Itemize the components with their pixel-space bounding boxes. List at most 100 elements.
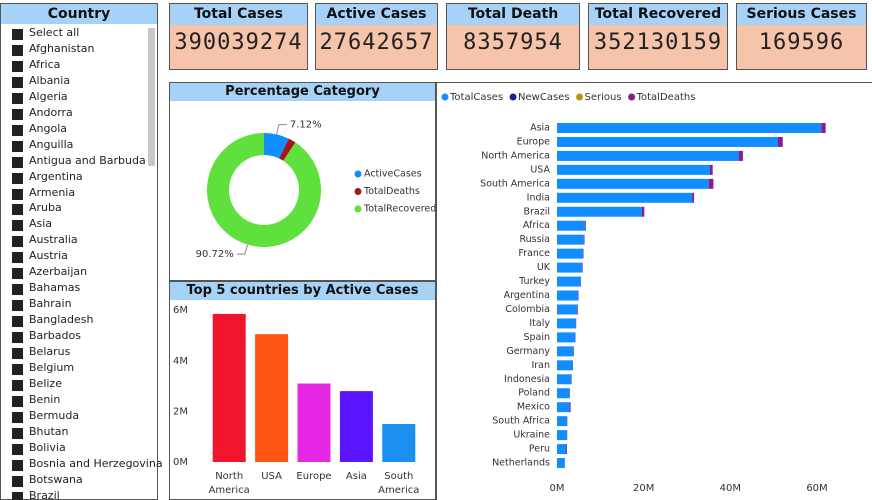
slicer-item[interactable]: Belgium [29, 360, 75, 374]
card-title: Total Death [447, 4, 579, 25]
checkbox[interactable] [12, 411, 23, 423]
bar-segment [557, 136, 778, 147]
card-title: Active Cases [316, 4, 437, 25]
slicer-item[interactable]: Austria [29, 249, 68, 263]
card-value: 8357954 [463, 30, 563, 55]
y-tick-label: Spain [523, 332, 550, 343]
slicer-item[interactable]: Bhutan [29, 424, 69, 438]
slicer-item[interactable]: Brazil [29, 488, 60, 500]
checkbox[interactable] [12, 172, 23, 184]
slicer-item[interactable]: Aruba [29, 201, 62, 215]
bar-segment [557, 332, 576, 343]
bar-segment [585, 220, 586, 231]
slicer-item[interactable]: Armenia [29, 185, 76, 199]
checkbox[interactable] [12, 29, 23, 40]
bar-segment [709, 164, 713, 175]
bar-segment [557, 248, 583, 259]
slicer-item[interactable]: Afghanistan [29, 41, 95, 55]
bar-segment [569, 402, 571, 413]
slicer-item[interactable]: Argentina [29, 169, 83, 183]
slicer-item[interactable]: Belarus [29, 345, 71, 358]
slicer-item[interactable]: Albania [29, 73, 71, 87]
slicer-item[interactable]: Bahrain [29, 297, 72, 311]
checkbox[interactable] [12, 316, 23, 328]
bar [255, 334, 289, 462]
checkbox[interactable] [12, 252, 23, 264]
y-tick-label: Germany [506, 346, 550, 357]
bar-segment [778, 136, 783, 147]
checkbox[interactable] [12, 443, 23, 455]
slicer-item[interactable]: Algeria [29, 89, 68, 103]
slicer-item[interactable]: Bosnia and Herzegovina [29, 456, 163, 470]
bar-segment [557, 164, 710, 175]
slicer-item[interactable]: Barbados [29, 329, 81, 343]
slicer-item[interactable]: Angola [29, 121, 68, 135]
checkbox[interactable] [12, 379, 23, 391]
checkbox[interactable] [12, 124, 23, 136]
bar-segment [557, 262, 583, 273]
data-label: 90.72% [196, 249, 234, 260]
y-tick-label: Mexico [517, 402, 550, 413]
y-tick-label: Argentina [504, 290, 550, 301]
checkbox[interactable] [12, 156, 23, 168]
card-value: 27642657 [319, 30, 434, 55]
bar-segment [557, 360, 573, 371]
y-tick-label: Europe [517, 136, 551, 147]
checkbox[interactable] [12, 108, 23, 120]
bar-segment [557, 458, 565, 469]
slicer-item[interactable]: Benin [29, 392, 61, 406]
y-tick-label: Iran [531, 360, 550, 371]
bar [297, 383, 331, 462]
slicer-item[interactable]: Belize [29, 376, 62, 390]
bar-segment [557, 178, 709, 189]
checkbox[interactable] [12, 188, 23, 200]
slicer-item[interactable]: Bolivia [29, 440, 66, 454]
slicer-item[interactable]: Anguilla [29, 137, 74, 151]
slicer-item[interactable]: Select all [29, 26, 80, 39]
slicer-item[interactable]: Botswana [29, 472, 83, 486]
checkbox[interactable] [12, 363, 23, 375]
slicer-item[interactable]: Azerbaijan [29, 265, 88, 279]
checkbox[interactable] [12, 204, 23, 216]
legend-marker [354, 205, 362, 213]
checkbox[interactable] [12, 76, 23, 88]
checkbox[interactable] [12, 140, 23, 152]
slicer-item[interactable]: Bangladesh [29, 313, 94, 327]
y-tick-label: USA [530, 164, 550, 175]
slicer-item[interactable]: Bermuda [29, 408, 80, 422]
checkbox[interactable] [12, 220, 23, 232]
bar-segment [557, 234, 584, 245]
y-tick-label: Indonesia [504, 374, 550, 385]
checkbox[interactable] [12, 60, 23, 72]
slicer-item[interactable]: Africa [29, 57, 61, 71]
bar-segment [692, 192, 695, 203]
x-tick-label: 20M [633, 483, 654, 494]
checkbox[interactable] [12, 475, 23, 487]
checkbox[interactable] [12, 92, 23, 104]
checkbox[interactable] [12, 44, 23, 56]
chart-title: Percentage Category [170, 83, 435, 101]
checkbox[interactable] [12, 427, 23, 439]
checkbox[interactable] [12, 300, 23, 312]
slicer-item[interactable]: Bahamas [29, 281, 81, 295]
checkbox[interactable] [12, 236, 23, 248]
checkbox[interactable] [12, 348, 23, 359]
leader-line [236, 244, 249, 255]
checkbox[interactable] [12, 268, 23, 280]
checkbox[interactable] [12, 332, 23, 344]
slicer-item[interactable]: Andorra [29, 105, 73, 119]
legend-marker [628, 93, 636, 101]
checkbox[interactable] [12, 284, 23, 296]
checkbox[interactable] [12, 459, 23, 471]
checkbox[interactable] [12, 395, 23, 407]
bar-segment [583, 234, 585, 245]
slicer-item[interactable]: Australia [29, 233, 78, 247]
slicer-item[interactable]: Antigua and Barbuda [29, 153, 146, 167]
slicer-item[interactable]: Asia [29, 217, 53, 231]
bar [339, 391, 373, 462]
checkbox[interactable] [12, 491, 23, 500]
scrollbar[interactable] [148, 28, 155, 166]
bar-segment [557, 123, 822, 133]
y-tick-label: South America [480, 178, 550, 189]
